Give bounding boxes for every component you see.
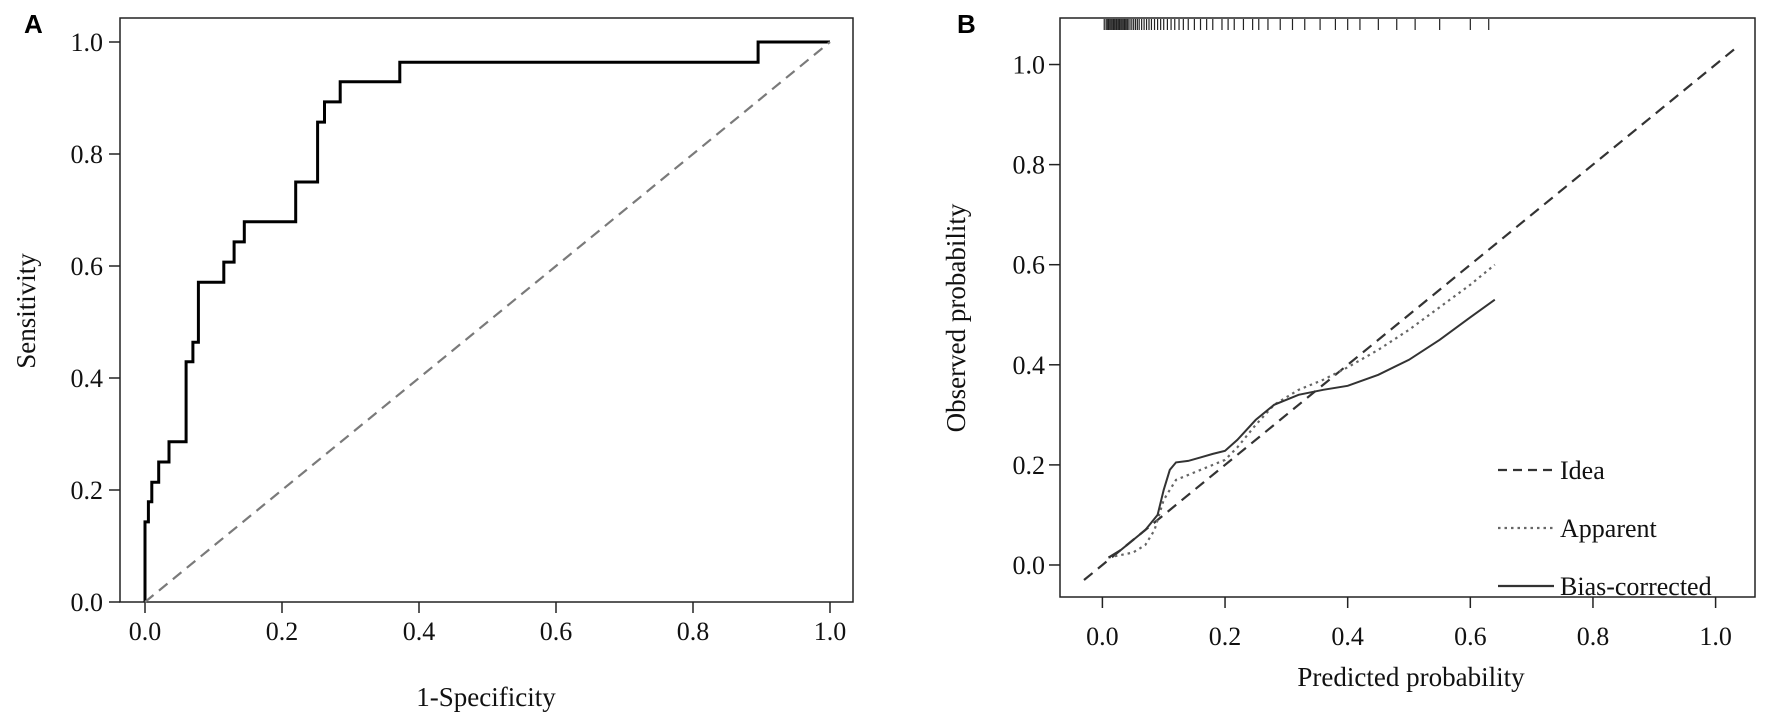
panel-a-x-tick-label: 0.2 bbox=[266, 617, 299, 646]
panel-b-x-tick-label: 1.0 bbox=[1699, 622, 1732, 651]
panel-b-legend: Idea Apparent Bias-corrected bbox=[1498, 456, 1712, 601]
panel-b-legend-label: Bias-corrected bbox=[1560, 572, 1712, 601]
panel-b-legend-label: Apparent bbox=[1560, 514, 1658, 543]
panel-a-x-tick-label: 0.8 bbox=[677, 617, 710, 646]
panel-a-letter: A bbox=[24, 9, 43, 39]
panel-b-x-axis-title: Predicted probability bbox=[1297, 662, 1525, 692]
panel-b-y-tick-label: 1.0 bbox=[1013, 51, 1046, 80]
panel-a-y-tick-label: 0.6 bbox=[71, 252, 104, 281]
panel-a-series-roc-curve bbox=[143, 40, 830, 602]
panel-b-y-tick-label: 0.6 bbox=[1013, 251, 1046, 280]
panel-b-x-tick-label: 0.2 bbox=[1209, 622, 1242, 651]
panel-a-y-tick-label: 0.0 bbox=[71, 588, 104, 617]
panel-a-y-tick-label: 0.4 bbox=[71, 364, 104, 393]
panel-a-plot-frame bbox=[119, 17, 854, 603]
panel-a-y-tick-label: 1.0 bbox=[71, 28, 104, 57]
panel-a-series-reference-diagonal bbox=[144, 41, 831, 603]
panel-b-legend-label: Idea bbox=[1560, 456, 1605, 485]
panel-b-series-bias-corrected bbox=[1107, 298, 1496, 559]
panel-b-y-tick-label: 0.4 bbox=[1013, 351, 1046, 380]
panel-b-x-tick-label: 0.6 bbox=[1454, 622, 1487, 651]
panel-a-y-tick-label: 0.2 bbox=[71, 476, 104, 505]
panel-b-series-idea bbox=[1083, 48, 1735, 581]
panel-a-x-tick-label: 0.4 bbox=[403, 617, 436, 646]
panel-b-y-tick-label: 0.8 bbox=[1013, 151, 1046, 180]
panel-a-y-tick-label: 0.8 bbox=[71, 140, 104, 169]
panel-b-plot-frame bbox=[1059, 17, 1756, 598]
panel-b-series-apparent bbox=[1108, 263, 1496, 559]
panel-b-x-tick-label: 0.8 bbox=[1577, 622, 1610, 651]
panel-a-x-tick-label: 1.0 bbox=[814, 617, 847, 646]
panel-b-y-tick-label: 0.0 bbox=[1013, 551, 1046, 580]
panel-a-roc-chart: 0.0 0.2 0.4 0.6 0.8 1.0 0.0 0.2 0.4 0.6 0.8 1.0 1-Sp… bbox=[11, 17, 854, 712]
panel-b-y-axis-title: Observed probability bbox=[941, 203, 971, 432]
panel-a-x-tick-label: 0.6 bbox=[540, 617, 573, 646]
panel-a-y-axis-title: Sensitivity bbox=[11, 253, 41, 369]
panel-b-calibration-chart: 0.0 0.2 0.4 0.6 0.8 1.0 0.0 0.2 0.4 0.6 0.8 1.0 Pred… bbox=[941, 17, 1756, 692]
panel-a-x-tick-label: 0.0 bbox=[129, 617, 162, 646]
panel-a-x-axis-title: 1-Specificity bbox=[416, 682, 556, 712]
panel-b-letter: B bbox=[957, 9, 976, 39]
panel-b-x-tick-label: 0.4 bbox=[1331, 622, 1364, 651]
panel-b-y-tick-label: 0.2 bbox=[1013, 451, 1046, 480]
panel-b-x-tick-label: 0.0 bbox=[1086, 622, 1119, 651]
panel-b-rug bbox=[1103, 19, 1490, 30]
